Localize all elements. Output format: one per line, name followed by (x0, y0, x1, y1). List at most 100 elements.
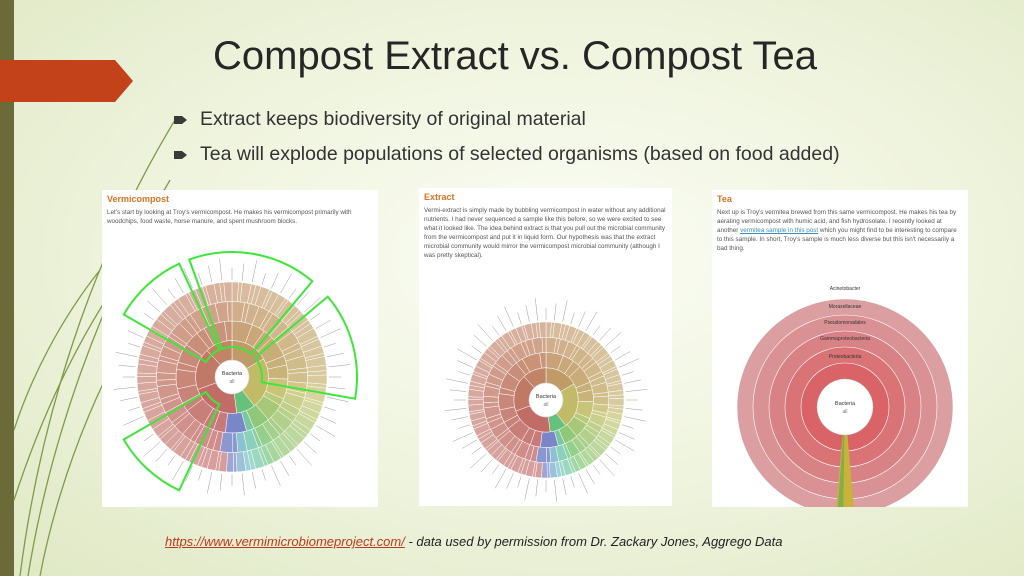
ring-label: Gammaproteobacteria (820, 336, 870, 342)
label-line (451, 416, 468, 421)
label-line (622, 371, 634, 376)
label-line (123, 416, 144, 426)
ring-label: Moraxellaceae (829, 304, 862, 310)
ring-label: Proteobacteria (829, 354, 862, 360)
krona-center (816, 378, 874, 436)
label-line (303, 441, 317, 454)
text: Next up is Troy's vermitea brewed from t… (717, 209, 957, 234)
label-line (618, 358, 640, 368)
label-line (585, 311, 598, 331)
highlight-outline (122, 390, 221, 492)
label-line (271, 272, 279, 289)
label-line (471, 345, 482, 354)
bullet-text: Extract keeps biodiversity of original m… (200, 108, 586, 130)
label-line (473, 334, 487, 347)
label-line (554, 303, 557, 321)
label-line (261, 469, 266, 481)
label-line (562, 300, 568, 322)
label-line (115, 352, 138, 358)
panel-extract: Bacteria all Extract Vermi-extract is sim… (419, 188, 672, 506)
label-line (296, 292, 309, 306)
krona-chart: Bacteria all (113, 251, 358, 496)
label-line (599, 327, 612, 341)
label-line (610, 446, 621, 455)
label-line (446, 378, 468, 384)
label-line (328, 364, 351, 368)
krona-wedge (593, 395, 609, 406)
label-line (592, 464, 601, 475)
label-line (143, 441, 161, 457)
label-line (320, 416, 337, 424)
label-line (127, 330, 144, 338)
label-line (167, 455, 176, 466)
label-line (113, 386, 136, 390)
label-line (315, 425, 336, 437)
label-line (251, 471, 256, 489)
label-line (497, 315, 507, 331)
footer: https://www.vermimicrobiomeproject.com/ … (165, 534, 783, 549)
source-link[interactable]: https://www.vermimicrobiomeproject.com/ (165, 534, 405, 549)
label-line (457, 360, 474, 368)
label-line (517, 476, 522, 488)
label-line (458, 424, 470, 429)
panel-tea: Bacteria all Proteobacteria Gammaproteobact… (712, 190, 968, 507)
label-line (599, 459, 615, 476)
label-line (219, 258, 223, 281)
label-line (271, 465, 281, 486)
label-line (288, 455, 297, 466)
krona-chart: Bacteria all (444, 298, 648, 502)
bullet-text: Tea will explode populations of selected… (200, 143, 840, 165)
label-line (578, 472, 588, 494)
label-line (147, 300, 161, 313)
label-line (326, 396, 349, 402)
label-line (570, 312, 575, 324)
label-line (624, 379, 641, 384)
label-line (185, 465, 193, 482)
label-line (303, 297, 321, 313)
center-label: all (842, 409, 847, 415)
label-line (605, 331, 622, 347)
krona-center (214, 359, 250, 395)
link[interactable]: vermitea sample in this post (740, 227, 819, 234)
label-line (310, 433, 321, 442)
panel-description: Vermi-extract is simply made by bubbling… (424, 207, 666, 259)
label-line (143, 312, 154, 321)
center-label: Bacteria (222, 371, 243, 377)
label-line (452, 432, 474, 442)
label-line (261, 273, 266, 285)
label-line (535, 298, 538, 321)
label-line (585, 469, 595, 485)
label-line (562, 478, 567, 495)
label-line (444, 408, 467, 411)
label-line (618, 432, 635, 440)
label-line (615, 439, 635, 452)
center-label: all (543, 402, 548, 408)
label-line (183, 268, 193, 289)
label-line (470, 453, 487, 469)
text: which you might find to be interesting t… (717, 227, 957, 252)
label-line (480, 459, 493, 473)
bullet-icon (174, 116, 187, 124)
krona-wedge (287, 372, 308, 384)
label-line (310, 312, 321, 321)
label-line (457, 348, 477, 361)
label-line (128, 406, 140, 411)
label-line (296, 448, 312, 466)
krona-center (528, 382, 564, 418)
label-line (458, 371, 470, 376)
label-line (570, 476, 575, 488)
label-line (280, 273, 292, 294)
label-line (174, 278, 184, 294)
panel-description: Next up is Troy's vermitea brewed from t… (717, 208, 963, 253)
label-line (622, 424, 634, 429)
center-label: all (229, 379, 234, 385)
highlight-outline (122, 262, 221, 364)
label-line (251, 260, 257, 283)
label-line (241, 263, 245, 281)
label-line (625, 389, 648, 392)
panel-heading: Extract (424, 192, 455, 202)
label-line (143, 433, 154, 442)
krona-wedge (223, 281, 233, 303)
label-line (491, 325, 500, 336)
label-line (328, 386, 346, 390)
